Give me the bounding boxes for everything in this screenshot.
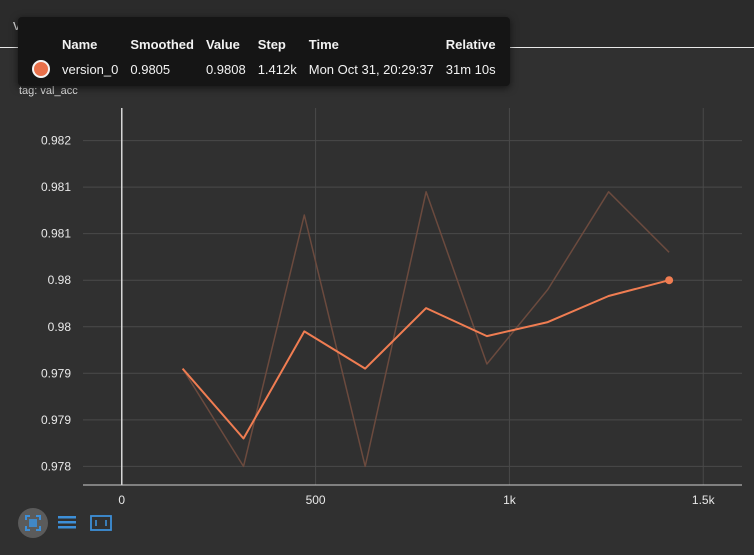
toggle-log-scale-button[interactable] xyxy=(52,508,82,538)
chart-series xyxy=(181,191,674,468)
y-axis-ticks: 0.982 0.981 0.981 0.98 0.98 0.979 0.979 0.978 xyxy=(41,134,71,474)
hover-point xyxy=(665,276,674,285)
header-relative: Relative xyxy=(445,37,496,52)
y-tick-label: 0.98 xyxy=(48,273,72,287)
x-axis-ticks: 0 500 1k 1.5k xyxy=(118,493,715,507)
smoothed-series-line xyxy=(181,279,670,440)
x-tick-label: 1.5k xyxy=(692,493,716,507)
time-value: Mon Oct 31, 20:29:37 xyxy=(308,61,434,77)
step-value: 1.412k xyxy=(257,61,297,77)
y-tick-label: 0.981 xyxy=(41,180,71,194)
header-name: Name xyxy=(62,37,98,52)
header-smoothed: Smoothed xyxy=(130,37,194,52)
header-time: Time xyxy=(308,37,339,52)
header-value: Value xyxy=(205,37,240,52)
fit-domain-button[interactable] xyxy=(18,508,48,538)
tooltip-row: version_0 0.9805 0.9808 1.412k Mon Oct 3… xyxy=(28,54,502,80)
smoothed-value: 0.9805 xyxy=(130,61,171,77)
y-tick-label: 0.981 xyxy=(41,227,71,241)
raw-series-line xyxy=(181,191,670,468)
data-selection-button[interactable] xyxy=(86,508,116,538)
raw-value: 0.9808 xyxy=(205,61,246,77)
series-color-dot-icon xyxy=(32,60,50,78)
relative-value: 31m 10s xyxy=(445,61,496,77)
y-tick-label: 0.979 xyxy=(41,366,71,380)
y-tick-label: 0.98 xyxy=(48,320,72,334)
y-tick-label: 0.982 xyxy=(41,134,71,148)
data-selection-icon xyxy=(90,515,112,531)
header-step: Step xyxy=(257,37,286,52)
run-name: version_0 xyxy=(62,61,119,77)
tooltip-table: Name Smoothed Value Step Time Relative v… xyxy=(28,35,502,80)
x-tick-label: 500 xyxy=(306,493,326,507)
chart-toolbar xyxy=(18,508,120,538)
fit-domain-icon xyxy=(25,515,41,531)
hover-tooltip: Name Smoothed Value Step Time Relative v… xyxy=(18,17,510,86)
line-chart[interactable]: 0.982 0.981 0.981 0.98 0.98 0.979 0.979 0.978 0… xyxy=(0,100,754,510)
y-tick-label: 0.978 xyxy=(41,459,71,473)
x-tick-label: 0 xyxy=(118,493,125,507)
chart-tag: tag: val_acc xyxy=(19,85,78,97)
y-tick-label: 0.979 xyxy=(41,413,71,427)
toggle-log-icon xyxy=(58,516,76,529)
grid-lines xyxy=(83,108,742,486)
x-tick-label: 1k xyxy=(503,493,517,507)
